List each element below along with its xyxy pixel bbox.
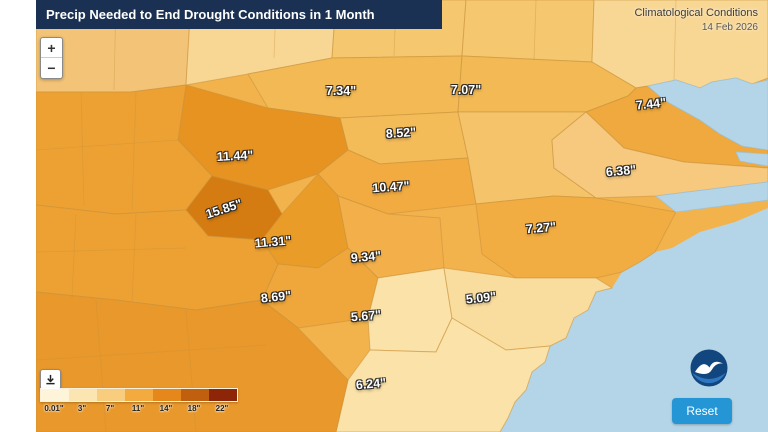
page-title: Precip Needed to End Drought Conditions …: [36, 0, 442, 29]
legend-swatch: [153, 389, 181, 401]
download-button[interactable]: [40, 369, 61, 390]
zoom-out-button[interactable]: −: [41, 58, 62, 78]
reset-button[interactable]: Reset: [672, 398, 732, 424]
legend-color-bar: [40, 388, 238, 402]
legend-swatch: [97, 389, 125, 401]
legend-swatch: [41, 389, 69, 401]
legend-label: 22": [215, 404, 229, 413]
noaa-logo: [690, 349, 728, 387]
map-canvas[interactable]: [36, 0, 768, 432]
legend-label: 11": [131, 404, 145, 413]
legend-swatch: [125, 389, 153, 401]
zoom-in-button[interactable]: +: [41, 38, 62, 58]
county-lines: [36, 0, 677, 432]
legend-swatch: [181, 389, 209, 401]
legend-label: 14": [159, 404, 173, 413]
legend-swatch: [69, 389, 97, 401]
download-icon: [46, 374, 55, 385]
map-attribution: Climatological Conditions 14 Feb 2026: [634, 6, 758, 34]
legend-labels: 0.01" 3" 7" 11" 14" 18" 22": [40, 404, 236, 413]
legend-swatch: [209, 389, 237, 401]
legend-label: 3": [77, 404, 87, 413]
zoom-controls: + −: [40, 37, 63, 79]
legend-label: 0.01": [44, 404, 64, 413]
precip-legend: 0.01" 3" 7" 11" 14" 18" 22": [40, 388, 238, 413]
legend-label: 18": [187, 404, 201, 413]
attribution-line1: Climatological Conditions: [634, 7, 758, 19]
coastal-water: [647, 77, 768, 213]
attribution-date: 14 Feb 2026: [701, 21, 758, 33]
legend-label: 7": [105, 404, 115, 413]
choropleth-map[interactable]: 7.34" 7.07" 7.44" 8.52" 11.44" 10.47" 6.38" 15.…: [36, 0, 768, 432]
